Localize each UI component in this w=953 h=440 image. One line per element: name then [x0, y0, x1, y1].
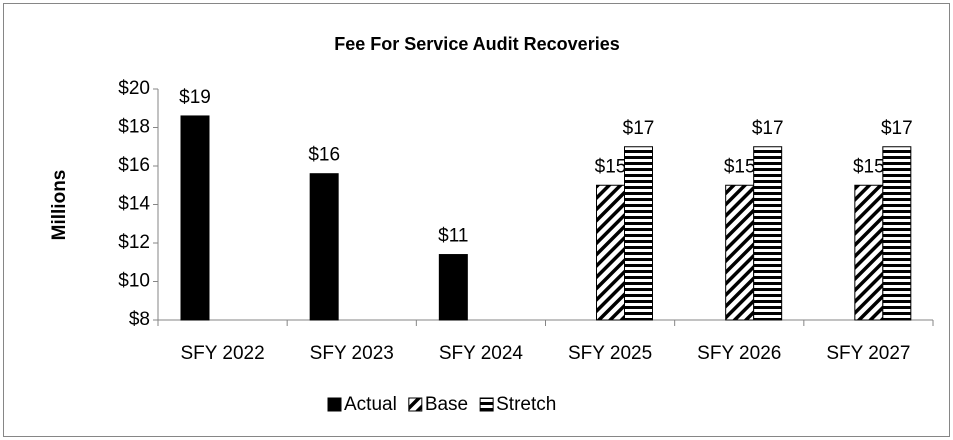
bar — [596, 184, 625, 321]
legend-label: Base — [425, 394, 468, 415]
value-label: $15 — [724, 156, 756, 177]
value-label: $11 — [438, 226, 468, 247]
bar — [753, 146, 783, 321]
value-label: $16 — [308, 145, 340, 166]
value-label: $17 — [752, 118, 784, 139]
bar — [180, 115, 210, 321]
x-tick-label: SFY 2027 — [826, 343, 910, 364]
value-label: $19 — [179, 87, 211, 108]
bar — [725, 184, 755, 321]
y-tick-label: $8 — [129, 309, 150, 330]
bar — [854, 184, 884, 321]
value-label: $17 — [881, 118, 913, 139]
y-tick-label: $10 — [118, 271, 150, 292]
legend-label: Stretch — [496, 394, 556, 415]
bar — [438, 254, 468, 321]
value-label: $15 — [853, 156, 885, 177]
legend-label: Actual — [344, 394, 397, 415]
y-tick-label: $16 — [118, 155, 150, 176]
y-tick-label: $20 — [118, 78, 150, 99]
x-tick-label: SFY 2023 — [310, 343, 394, 364]
y-tick-label: $14 — [118, 194, 150, 215]
value-label: $17 — [623, 118, 655, 139]
bar — [882, 146, 912, 321]
x-tick-label: SFY 2025 — [568, 343, 652, 364]
bar — [309, 173, 339, 321]
legend-swatch — [408, 397, 423, 412]
x-tick-label: SFY 2022 — [181, 343, 265, 364]
x-tick-label: SFY 2024 — [439, 343, 524, 364]
legend-swatch — [479, 397, 494, 412]
x-tick-label: SFY 2026 — [697, 343, 781, 364]
bar — [624, 146, 653, 321]
legend-swatch — [327, 397, 342, 412]
y-tick-label: $18 — [118, 117, 150, 138]
y-tick-label: $12 — [118, 232, 150, 253]
chart-title: Fee For Service Audit Recoveries — [334, 34, 619, 54]
y-axis-label: Millions — [49, 170, 70, 241]
chart-frame — [3, 3, 950, 437]
value-label: $15 — [595, 156, 627, 177]
